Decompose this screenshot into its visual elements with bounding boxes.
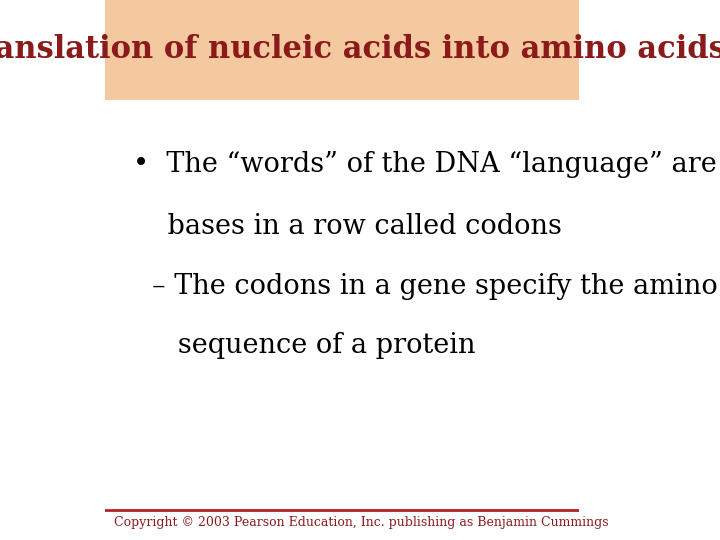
Text: Copyright © 2003 Pearson Education, Inc. publishing as Benjamin Cummings: Copyright © 2003 Pearson Education, Inc.… xyxy=(114,516,609,529)
Text: bases in a row called codons: bases in a row called codons xyxy=(133,213,562,240)
Text: – The codons in a gene specify the amino acid: – The codons in a gene specify the amino… xyxy=(152,273,720,300)
FancyBboxPatch shape xyxy=(105,0,579,100)
Text: sequence of a protein: sequence of a protein xyxy=(152,332,476,359)
Text: •  The “words” of the DNA “language” are three: • The “words” of the DNA “language” are … xyxy=(133,151,720,178)
Text: Translation of nucleic acids into amino acids: Translation of nucleic acids into amino … xyxy=(0,35,720,65)
